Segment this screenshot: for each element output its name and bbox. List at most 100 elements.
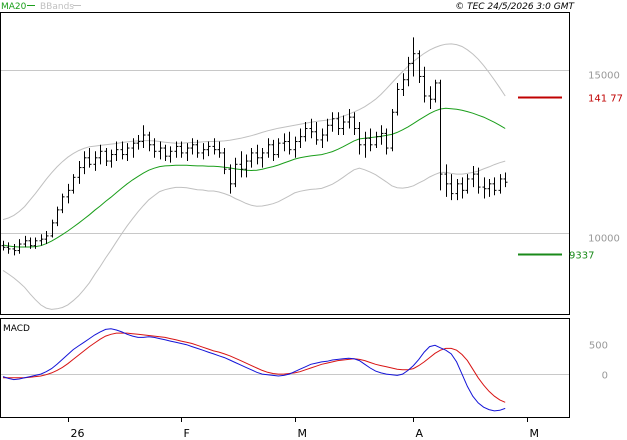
price-bar [212, 138, 217, 155]
price-bar [330, 112, 335, 132]
price-bar [320, 128, 325, 149]
price-levels: 141 77 9337 [518, 94, 623, 262]
price-bar [66, 183, 71, 204]
macd-panel: MACD 500 0 [0, 318, 608, 418]
price-bar [276, 138, 281, 158]
price-bar [39, 234, 44, 246]
price-bar [449, 174, 454, 201]
price-bar [503, 172, 508, 188]
price-bar [12, 244, 17, 256]
price-bar [206, 141, 211, 157]
price-bar [374, 131, 379, 149]
price-bar [347, 108, 352, 129]
price-bar [93, 151, 98, 171]
price-bar [390, 108, 395, 152]
price-bar [428, 86, 433, 109]
macd-tick-label: 0 [602, 371, 608, 382]
price-tick-label: 10000 [588, 234, 620, 245]
price-bar [482, 177, 487, 199]
resistance-label: 141 77 [588, 94, 623, 105]
price-bar [23, 235, 28, 248]
x-tick-label: M [298, 427, 308, 440]
price-bar [487, 178, 492, 197]
price-bar [131, 138, 136, 158]
price-bar [411, 37, 416, 77]
macd-line [2, 328, 506, 412]
ma20-line [2, 107, 506, 248]
price-bar [190, 138, 195, 155]
price-bar [271, 139, 276, 162]
header-bg [0, 0, 570, 12]
x-axis: 26FMAMJ [68, 417, 540, 440]
legend-bbands: BBands [40, 2, 74, 12]
price-bar [395, 82, 400, 116]
price-bar [17, 239, 22, 254]
price-bar [287, 131, 292, 155]
price-bar [60, 193, 65, 214]
price-bar [352, 112, 357, 136]
macd-tick-label: 500 [589, 341, 608, 352]
price-bar [433, 79, 438, 103]
price-bar [368, 128, 373, 152]
price-bar [406, 56, 411, 87]
price-bar [266, 138, 271, 158]
price-bar [293, 136, 298, 158]
macd-lines [2, 328, 506, 412]
price-bar [282, 133, 287, 152]
price-tick-label: 15000 [588, 71, 620, 82]
price-bar [6, 242, 11, 254]
x-tick-label: F [184, 427, 190, 440]
price-bar [438, 79, 443, 191]
price-bar [82, 151, 87, 175]
macd-y-axis: 500 0 [589, 341, 608, 382]
price-panel-frame [0, 12, 570, 315]
bollinger-bands [2, 43, 506, 310]
price-bar [476, 167, 481, 194]
price-bar [314, 122, 319, 145]
x-tick-label: 26 [71, 427, 85, 440]
price-bar [98, 144, 103, 165]
price-bar [249, 148, 254, 168]
price-bar [422, 66, 427, 103]
macd-title: MACD [3, 324, 30, 334]
copyright-text: © TEC 24/5/2026 3:0 GMT [455, 2, 575, 12]
price-bar [71, 174, 76, 194]
x-tick-label: A [416, 427, 424, 440]
price-bar [222, 148, 227, 175]
price-bar [163, 144, 168, 162]
price-bar [147, 131, 152, 152]
price-bar [233, 157, 238, 188]
price-bar [120, 141, 125, 160]
price-bar [217, 141, 222, 158]
bb-lower-line [2, 160, 506, 310]
price-bar [309, 118, 314, 139]
price-candles [1, 37, 508, 256]
price-bar [498, 174, 503, 194]
x-tick-label: M [530, 427, 540, 440]
price-bar [460, 177, 465, 199]
price-bar [174, 141, 179, 158]
price-bar [1, 240, 6, 251]
macd-signal-line [3, 332, 506, 403]
price-bar [141, 125, 146, 149]
price-bar [244, 154, 249, 178]
price-bar [228, 164, 233, 194]
price-bar [136, 135, 141, 150]
bb-upper-line [2, 43, 506, 221]
price-bar [77, 161, 82, 184]
price-bar [341, 115, 346, 136]
price-panel: 15000 10000 141 77 9337 [0, 12, 623, 315]
price-bar [384, 128, 389, 155]
price-bar [44, 231, 49, 245]
price-bar [87, 148, 92, 168]
price-bar [239, 151, 244, 178]
price-bar [255, 144, 260, 165]
price-bar [168, 146, 173, 163]
price-bar [336, 112, 341, 136]
macd-panel-frame [0, 318, 570, 418]
price-bar [104, 148, 109, 166]
price-bar [455, 178, 460, 201]
price-bar [201, 143, 206, 160]
legend-ma20: MA20 [1, 2, 27, 12]
price-bar [357, 122, 362, 155]
